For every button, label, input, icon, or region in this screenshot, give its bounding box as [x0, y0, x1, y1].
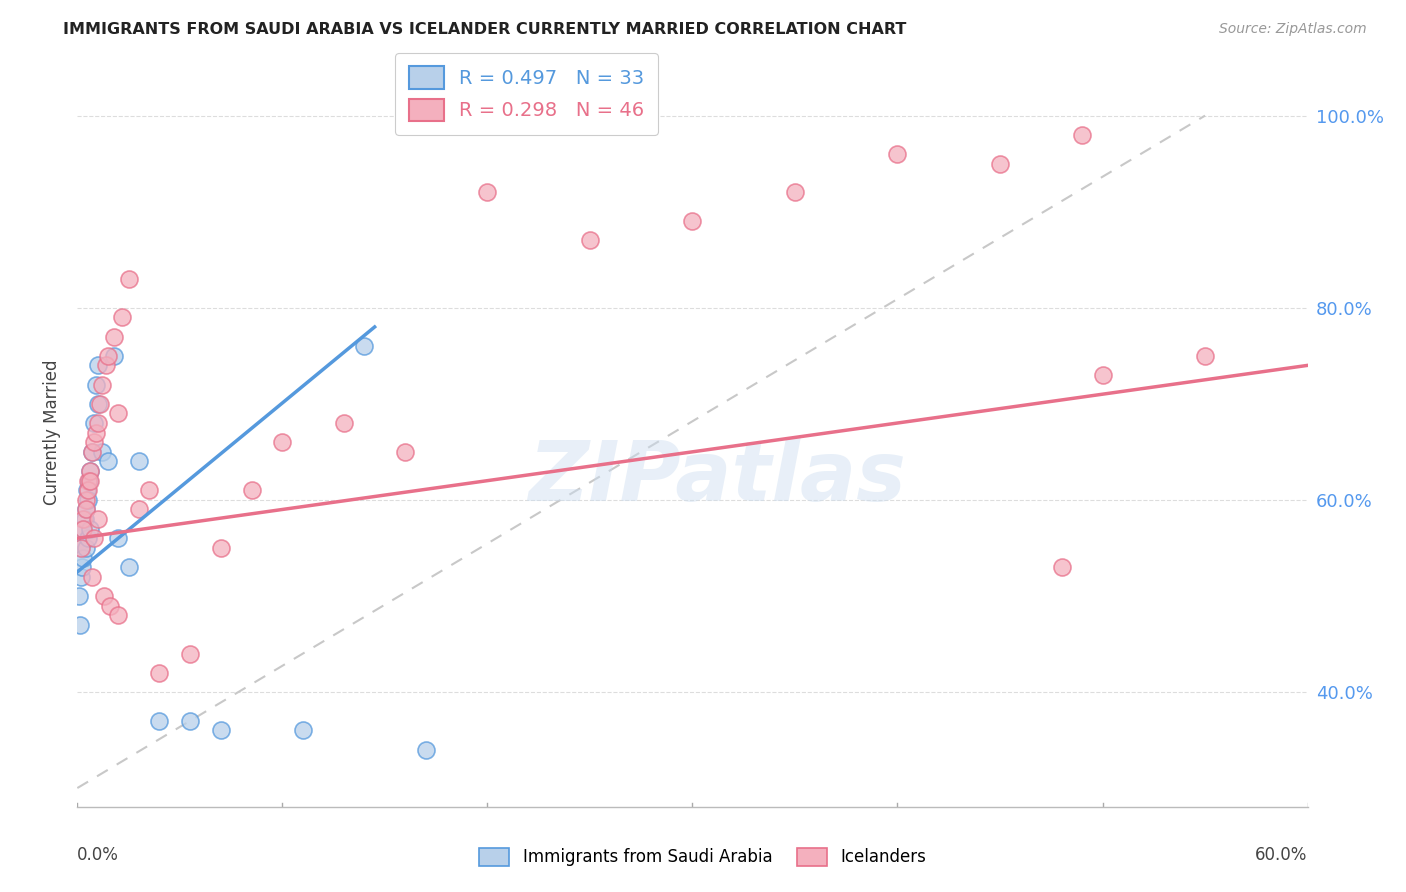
Point: [79, 464, 101, 478]
Point: [209, 723, 232, 738]
Point: [682, 214, 704, 228]
Point: [76, 483, 98, 498]
Point: [240, 483, 263, 498]
Point: [148, 665, 170, 680]
Point: [179, 714, 201, 728]
Point: [97, 349, 120, 363]
Text: ZIPatlas: ZIPatlas: [529, 437, 905, 518]
Point: [1071, 128, 1094, 142]
Point: [80, 445, 103, 459]
Point: [83, 435, 105, 450]
Point: [90, 377, 114, 392]
Point: [94, 359, 117, 373]
Point: [76, 531, 98, 545]
Point: [87, 359, 110, 373]
Point: [77, 474, 100, 488]
Point: [83, 531, 105, 545]
Point: [333, 416, 356, 430]
Point: [79, 464, 101, 478]
Point: [209, 541, 232, 555]
Point: [93, 589, 115, 603]
Text: Source: ZipAtlas.com: Source: ZipAtlas.com: [1219, 22, 1367, 37]
Point: [148, 714, 170, 728]
Point: [84, 425, 107, 440]
Text: 0.0%: 0.0%: [77, 847, 120, 864]
Point: [107, 531, 129, 545]
Point: [886, 147, 908, 161]
Point: [138, 483, 160, 498]
Point: [117, 560, 139, 574]
Point: [69, 617, 91, 632]
Text: IMMIGRANTS FROM SAUDI ARABIA VS ICELANDER CURRENTLY MARRIED CORRELATION CHART: IMMIGRANTS FROM SAUDI ARABIA VS ICELANDE…: [63, 22, 907, 37]
Point: [353, 339, 375, 353]
Point: [291, 723, 314, 738]
Point: [579, 234, 602, 248]
Point: [72, 522, 94, 536]
Point: [76, 483, 98, 498]
Point: [783, 186, 806, 200]
Point: [73, 512, 96, 526]
Point: [80, 445, 103, 459]
Point: [75, 541, 97, 555]
Point: [79, 522, 101, 536]
Point: [80, 570, 103, 584]
Point: [271, 435, 294, 450]
Point: [111, 310, 134, 325]
Point: [1050, 560, 1073, 574]
Point: [76, 492, 98, 507]
Point: [75, 492, 97, 507]
Point: [128, 502, 150, 516]
Point: [103, 349, 125, 363]
Point: [90, 445, 114, 459]
Point: [415, 742, 437, 756]
Point: [70, 570, 93, 584]
Y-axis label: Currently Married: Currently Married: [42, 359, 60, 506]
Legend: Immigrants from Saudi Arabia, Icelanders: Immigrants from Saudi Arabia, Icelanders: [472, 841, 934, 873]
Point: [97, 454, 120, 468]
Point: [988, 156, 1011, 170]
Legend: R = 0.497   N = 33, R = 0.298   N = 46: R = 0.497 N = 33, R = 0.298 N = 46: [395, 53, 658, 135]
Point: [1091, 368, 1114, 382]
Point: [87, 512, 110, 526]
Point: [75, 502, 97, 516]
Text: 60.0%: 60.0%: [1256, 847, 1308, 864]
Point: [477, 186, 499, 200]
Point: [72, 522, 94, 536]
Point: [72, 550, 94, 565]
Point: [70, 541, 93, 555]
Point: [79, 474, 101, 488]
Point: [107, 406, 129, 420]
Point: [70, 541, 93, 555]
Point: [107, 608, 129, 623]
Point: [83, 416, 105, 430]
Point: [67, 589, 90, 603]
Point: [72, 512, 94, 526]
Point: [72, 560, 94, 574]
Point: [89, 397, 111, 411]
Point: [75, 502, 97, 516]
Point: [179, 647, 201, 661]
Point: [98, 599, 121, 613]
Point: [87, 397, 110, 411]
Point: [128, 454, 150, 468]
Point: [117, 272, 139, 286]
Point: [103, 329, 125, 343]
Point: [1194, 349, 1216, 363]
Point: [394, 445, 416, 459]
Point: [87, 416, 110, 430]
Point: [76, 474, 98, 488]
Point: [84, 377, 107, 392]
